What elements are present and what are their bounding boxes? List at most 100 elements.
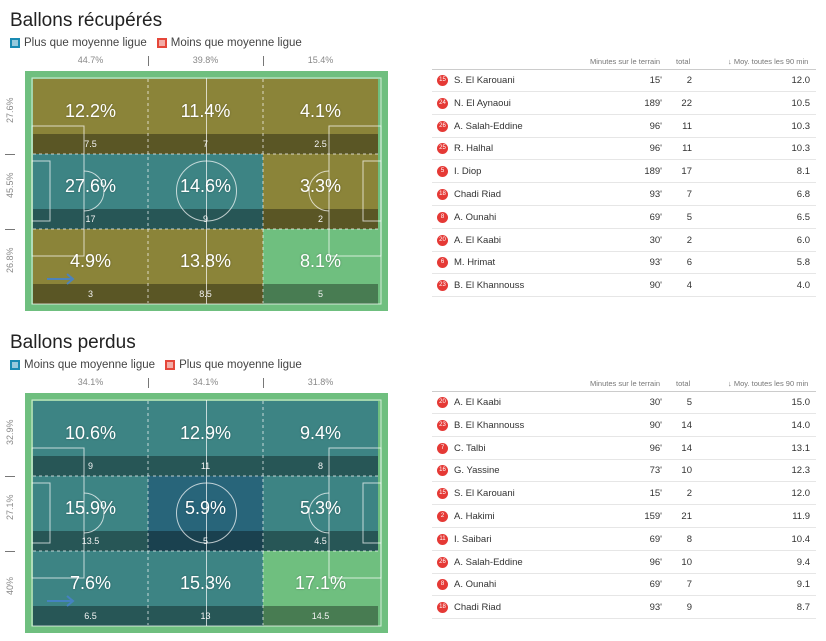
legend-label: Plus que moyenne ligue	[179, 359, 302, 371]
zone-percentage: 3.3%	[299, 176, 342, 196]
zone-count: 9	[148, 209, 263, 229]
zone-cell[interactable]: 8.1% 5	[263, 229, 378, 304]
zone-cell[interactable]: 12.9% 11	[148, 401, 263, 476]
player-number-badge: 8	[437, 211, 448, 223]
player-number-badge: 7	[437, 442, 448, 454]
zone-count: 2.5	[263, 134, 378, 154]
player-name: C. Talbi	[454, 442, 486, 454]
player-average: 12.3	[791, 465, 811, 477]
player-number-badge: 18	[437, 189, 448, 200]
header-minutes[interactable]: Minutes sur le terrain	[590, 379, 661, 388]
table-row[interactable]: 24 N. El Aynaoui 189' 22 10.5	[432, 92, 816, 115]
player-number-badge: 23	[437, 280, 448, 292]
column-tick	[263, 56, 264, 66]
zone-cell[interactable]: 13.8% 8.5	[148, 229, 263, 304]
column-percentage: 44.7%	[77, 55, 104, 65]
legend-item-below[interactable]: Moins que moyenne ligue	[10, 359, 155, 371]
player-minutes: 189'	[644, 97, 662, 109]
player-name: Chadi Riad	[454, 189, 501, 200]
table-row[interactable]: 26 A. Salah-Eddine 96' 11 10.3	[432, 115, 816, 138]
zone-percentage: 8.1%	[299, 251, 342, 271]
table-row[interactable]: 7 C. Talbi 96' 14 13.1	[432, 437, 816, 460]
zone-cell[interactable]: 11.4% 7	[148, 79, 263, 154]
pitch: 10.6% 9 12.9% 11 9.4% 8 15.9% 13.5 5.9% 5 5.3% 4.5 7…	[25, 393, 388, 633]
zone-cell[interactable]: 17.1% 14.5	[263, 551, 378, 626]
row-percentage: 32.9%	[5, 418, 15, 445]
table-row[interactable]: 18 Chadi Riad 93' 7 6.8	[432, 183, 816, 206]
header-total[interactable]: total	[676, 379, 691, 388]
zone-percentage: 15.9%	[64, 498, 117, 518]
column-percentage: 15.4%	[307, 55, 334, 65]
header-avg-sorted[interactable]: ↓ Moy. toutes les 90 min	[728, 57, 809, 66]
table-row[interactable]: 11 I. Saibari 69' 8 10.4	[432, 528, 816, 551]
legend-item-above[interactable]: Plus que moyenne ligue	[165, 359, 302, 371]
player-average: 10.4	[791, 533, 811, 545]
header-total[interactable]: total	[676, 57, 691, 66]
zone-cell[interactable]: 4.9% 3	[33, 229, 148, 304]
zone-percentage: 13.8%	[179, 251, 232, 271]
legend-item-above[interactable]: Plus que moyenne ligue	[10, 37, 147, 49]
player-average: 12.0	[791, 75, 811, 86]
header-avg-sorted[interactable]: ↓ Moy. toutes les 90 min	[728, 379, 809, 388]
legend-swatch-red-icon	[156, 38, 167, 48]
table-row[interactable]: 23 B. El Khannouss 90' 14 14.0	[432, 414, 816, 437]
zone-cell[interactable]: 5.3% 4.5	[263, 476, 378, 551]
table-row[interactable]: 8 A. Ounahi 69' 7 9.1	[432, 573, 816, 597]
table-row[interactable]: 25 R. Halhal 96' 11 10.3	[432, 137, 816, 161]
header-minutes[interactable]: Minutes sur le terrain	[590, 57, 661, 66]
zone-count: 3	[33, 284, 148, 304]
player-minutes: 93'	[649, 189, 662, 200]
player-total: 7	[686, 579, 692, 591]
table-row[interactable]: 8 A. Ounahi 69' 5 6.5	[432, 206, 816, 229]
zone-cell[interactable]: 27.6% 17	[33, 154, 148, 229]
player-number-badge: 6	[437, 257, 448, 269]
player-total: 14	[681, 442, 692, 454]
table-row[interactable]: 15 S. El Karouani 15' 2 12.0	[432, 69, 816, 92]
column-percentage: 34.1%	[77, 377, 104, 387]
zone-cell[interactable]: 10.6% 9	[33, 401, 148, 476]
zone-cell[interactable]: 9.4% 8	[263, 401, 378, 476]
player-average: 6.0	[796, 234, 810, 246]
player-name: A. Ounahi	[454, 579, 497, 591]
player-number-badge: 15	[437, 75, 448, 86]
zone-cell[interactable]: 3.3% 2	[263, 154, 378, 229]
zone-count: 6.5	[33, 606, 148, 626]
column-tick	[148, 56, 149, 66]
zone-count: 17	[33, 209, 148, 229]
legend-label: Moins que moyenne ligue	[24, 359, 156, 371]
player-minutes: 93'	[649, 602, 662, 614]
legend-swatch-blue-icon	[10, 38, 20, 48]
table-row[interactable]: 23 B. El Khannouss 90' 4 4.0	[432, 274, 816, 298]
table-row[interactable]: 16 G. Yassine 73' 10 12.3	[432, 459, 816, 483]
table-row[interactable]: 20 A. El Kaabi 30' 2 6.0	[432, 229, 816, 252]
zone-cell[interactable]: 15.9% 13.5	[33, 476, 148, 551]
player-average: 8.7	[796, 602, 810, 614]
table-row[interactable]: 15 S. El Karouani 15' 2 12.0	[432, 482, 816, 506]
zone-cell[interactable]: 14.6% 9	[148, 154, 263, 229]
legend-item-below[interactable]: Moins que moyenne ligue	[156, 37, 302, 49]
zone-percentage: 15.3%	[179, 573, 232, 593]
table-row[interactable]: 2 A. Hakimi 159' 21 11.9	[432, 505, 816, 528]
player-name: R. Halhal	[454, 143, 494, 155]
player-number-badge: 23	[437, 419, 448, 431]
zone-count: 7.5	[33, 134, 148, 154]
zone-cell[interactable]: 15.3% 13	[148, 551, 263, 626]
player-number-badge: 5	[437, 166, 448, 178]
zone-cell[interactable]: 12.2% 7.5	[33, 79, 148, 154]
player-minutes: 90'	[649, 419, 662, 431]
zone-count: 13.5	[33, 531, 148, 551]
player-minutes: 30'	[649, 234, 662, 246]
zone-count: 8	[263, 456, 378, 476]
zone-cell[interactable]: 7.6% 6.5	[33, 551, 148, 626]
table-row[interactable]: 6 M. Hrimat 93' 6 5.8	[432, 251, 816, 275]
table-row[interactable]: 26 A. Salah-Eddine 96' 10 9.4	[432, 551, 816, 574]
column-percentages: 44.7% 39.8% 15.4%	[25, 55, 388, 69]
table-row[interactable]: 5 I. Diop 189' 17 8.1	[432, 160, 816, 184]
zone-cell[interactable]: 4.1% 2.5	[263, 79, 378, 154]
player-minutes: 96'	[649, 143, 662, 155]
column-tick	[148, 378, 149, 388]
table-row[interactable]: 18 Chadi Riad 93' 9 8.7	[432, 596, 816, 620]
player-total: 2	[686, 234, 692, 246]
zone-cell[interactable]: 5.9% 5	[148, 476, 263, 551]
table-row[interactable]: 20 A. El Kaabi 30' 5 15.0	[432, 391, 816, 414]
